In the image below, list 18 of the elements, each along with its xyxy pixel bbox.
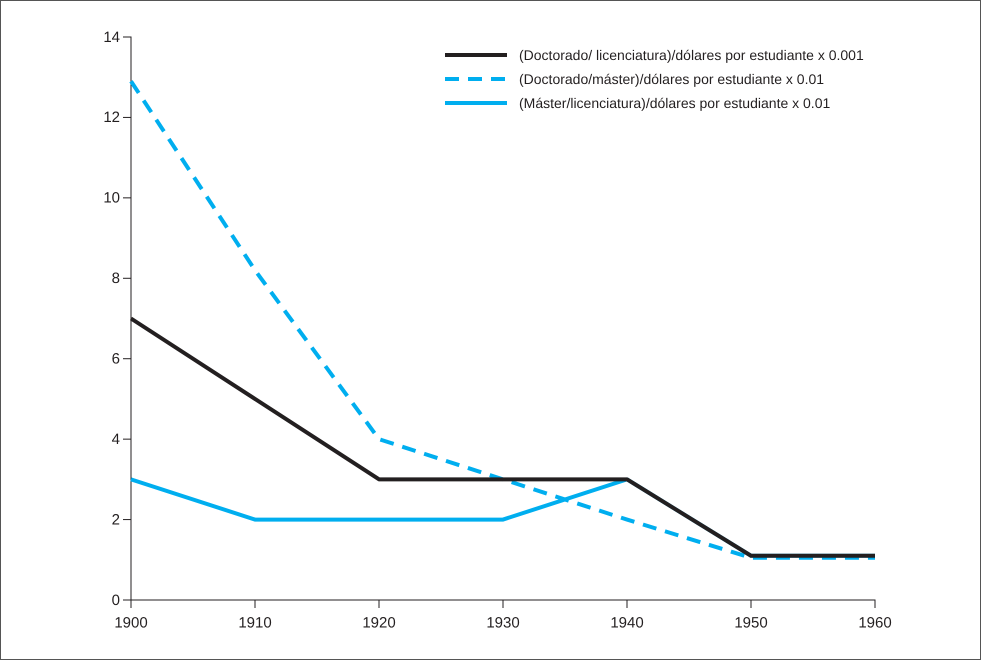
y-tick-label: 10 [103,190,120,207]
legend-label: (Máster/licenciatura)/dólares por estudiante x 0.01 [519,95,830,111]
x-tick-label: 1930 [486,614,520,632]
x-tick-label: 1960 [858,614,892,632]
y-tick-label: 8 [112,270,120,288]
legend-label: (Doctorado/ licenciatura)/dólares por estudiante x 0.001 [519,47,864,63]
y-tick-label: 12 [103,109,120,126]
y-tick-label: 14 [103,28,120,46]
x-tick-label: 1900 [114,614,148,632]
y-tick-label: 0 [112,592,120,609]
y-tick-label: 4 [112,430,120,448]
y-tick-label: 6 [112,350,120,368]
x-tick-label: 1920 [362,614,396,632]
x-tick-label: 1910 [238,614,272,632]
legend-label: (Doctorado/máster)/dólares por estudiante x 0.01 [519,71,824,87]
x-tick-label: 1950 [734,614,768,632]
y-tick-label: 2 [112,511,120,528]
x-tick-label: 1940 [610,614,644,632]
